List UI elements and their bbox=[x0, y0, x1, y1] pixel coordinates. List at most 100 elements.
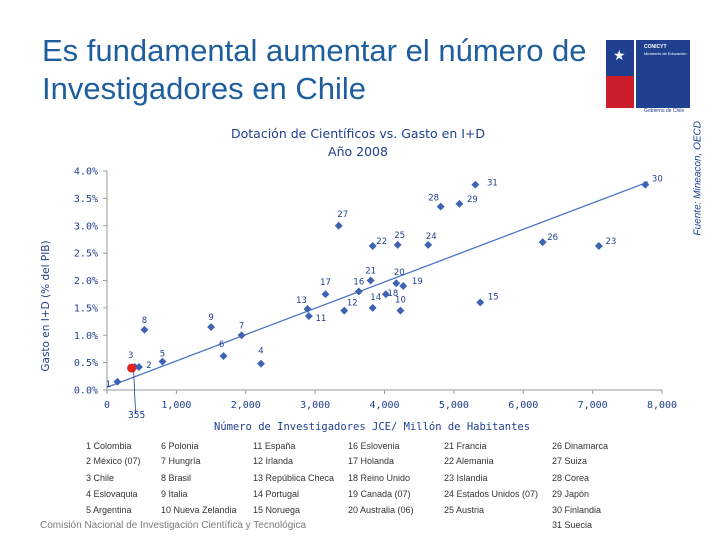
point-26 bbox=[538, 238, 547, 247]
star-icon: ★ bbox=[613, 47, 626, 63]
page-title: Es fundamental aumentar el número de Inv… bbox=[42, 33, 587, 106]
point-11 bbox=[304, 312, 313, 321]
point-25 bbox=[393, 240, 402, 249]
x-tick-label: 3,000 bbox=[300, 400, 330, 411]
point-label-25: 25 bbox=[394, 231, 405, 241]
point-label-8: 8 bbox=[142, 316, 147, 326]
point-6 bbox=[219, 352, 228, 361]
point-label-26: 26 bbox=[547, 233, 558, 243]
point-27 bbox=[334, 221, 343, 230]
point-17 bbox=[321, 290, 330, 299]
point-label-29: 29 bbox=[467, 195, 478, 205]
legend-entry: 2 México (07) bbox=[86, 456, 141, 466]
y-tick-label: 1.0% bbox=[74, 331, 98, 342]
point-28 bbox=[436, 202, 445, 211]
y-tick-label: 3.0% bbox=[74, 221, 98, 232]
y-tick-label: 0.5% bbox=[74, 358, 98, 369]
point-30 bbox=[641, 180, 650, 189]
legend-entry: 10 Nueva Zelandia bbox=[161, 505, 237, 515]
legend-entry: 28 Corea bbox=[552, 473, 590, 483]
scatter-chart: Dotación de Científicos vs. Gasto en I+D… bbox=[40, 126, 677, 433]
point-label-10: 10 bbox=[395, 296, 406, 306]
point-15 bbox=[476, 298, 485, 307]
point-label-19: 19 bbox=[412, 277, 423, 287]
legend-entry: 30 Finlandia bbox=[552, 505, 602, 515]
point-label-4: 4 bbox=[258, 347, 263, 357]
logo-blue-block bbox=[606, 40, 634, 76]
legend-entry: 11 España bbox=[253, 441, 296, 451]
y-tick-label: 0.0% bbox=[74, 386, 98, 397]
point-4 bbox=[257, 359, 265, 368]
point-10 bbox=[396, 306, 405, 315]
legend-entry: 1 Colombia bbox=[86, 441, 132, 451]
logo-text-conicyt: CONICYT bbox=[644, 44, 667, 50]
x-tick-label: 1,000 bbox=[161, 400, 191, 411]
point-label-5: 5 bbox=[160, 350, 165, 360]
legend-entry: 27 Suiza bbox=[552, 456, 588, 466]
footer-text: Comisión Nacional de Investigación Cient… bbox=[40, 520, 307, 531]
point-label-16: 16 bbox=[353, 277, 364, 287]
x-tick-label: 7,000 bbox=[578, 400, 608, 411]
logo-text-government: Gobierno de Chile bbox=[644, 108, 685, 114]
legend-entry: 15 Noruega bbox=[253, 505, 301, 515]
legend-entry: 6 Polonia bbox=[161, 441, 199, 451]
point-8 bbox=[140, 325, 149, 334]
point-9 bbox=[207, 323, 216, 331]
legend-entry: 17 Holanda bbox=[348, 456, 395, 466]
x-tick-label: 5,000 bbox=[439, 400, 469, 411]
legend-entry: 22 Alemania bbox=[444, 456, 494, 466]
y-tick-label: 2.0% bbox=[74, 276, 98, 287]
legend-entry: 20 Australia (06) bbox=[348, 505, 414, 515]
point-5 bbox=[158, 357, 167, 366]
point-20 bbox=[392, 279, 401, 288]
point-12 bbox=[340, 306, 349, 315]
point-label-6: 6 bbox=[219, 340, 224, 350]
point-label-15: 15 bbox=[488, 292, 499, 302]
legend-entry: 13 República Checa bbox=[253, 473, 335, 483]
legend-entry: 31 Suecia bbox=[552, 520, 593, 530]
legend-entry: 12 Irlanda bbox=[253, 456, 294, 466]
legend-entry: 26 Dinamarca bbox=[552, 441, 609, 451]
point-29 bbox=[455, 199, 464, 208]
point-24 bbox=[424, 240, 433, 249]
logo-text-ministry: Ministerio de Educación bbox=[644, 51, 687, 56]
y-tick-label: 2.5% bbox=[74, 249, 98, 260]
point-label-9: 9 bbox=[208, 313, 213, 323]
point-label-1: 1 bbox=[106, 380, 111, 390]
trend-line bbox=[106, 181, 649, 388]
point-label-18: 18 bbox=[387, 289, 398, 299]
point-2 bbox=[134, 363, 143, 371]
x-axis-label: Número de Investigadores JCE/ Millón de … bbox=[214, 421, 530, 433]
point-31 bbox=[471, 180, 480, 189]
point-16 bbox=[354, 287, 363, 296]
legend-entry: 23 Islandia bbox=[444, 473, 488, 483]
point-label-30: 30 bbox=[652, 175, 663, 185]
legend-entry: 7 Hungría bbox=[161, 456, 201, 466]
point-label-13: 13 bbox=[296, 296, 307, 306]
annotation-line bbox=[133, 371, 137, 415]
highlight-chile bbox=[127, 363, 137, 373]
point-23 bbox=[594, 242, 603, 250]
point-18 bbox=[381, 290, 390, 299]
conicyt-logo: ★ CONICYT Ministerio de Educación Gobier… bbox=[606, 40, 690, 118]
point-label-3: 3 bbox=[128, 351, 133, 361]
legend-entry: 8 Brasil bbox=[161, 473, 192, 483]
point-label-12: 12 bbox=[347, 299, 358, 309]
legend-entry: 16 Eslovenia bbox=[348, 441, 400, 451]
point-label-28: 28 bbox=[428, 194, 439, 204]
logo-red-block bbox=[606, 76, 634, 108]
point-13 bbox=[303, 305, 312, 313]
legend-entry: 29 Japón bbox=[552, 489, 590, 499]
legend-entry: 4 Eslovaquia bbox=[86, 489, 138, 499]
y-axis-label: Gasto en I+D (% del PIB) bbox=[40, 240, 52, 371]
legend-entry: 18 Reino Unido bbox=[348, 473, 411, 483]
legend-entry: 25 Austria bbox=[444, 505, 485, 515]
legend-entry: 24 Estados Unidos (07) bbox=[444, 489, 539, 499]
point-label-27: 27 bbox=[337, 210, 348, 220]
logo-blue-bar bbox=[636, 40, 690, 108]
point-21 bbox=[366, 276, 375, 285]
legend-entry: 14 Portugal bbox=[253, 489, 300, 499]
point-label-20: 20 bbox=[394, 268, 405, 278]
x-tick-label: 6,000 bbox=[508, 400, 538, 411]
x-tick-label: 8,000 bbox=[647, 400, 677, 411]
